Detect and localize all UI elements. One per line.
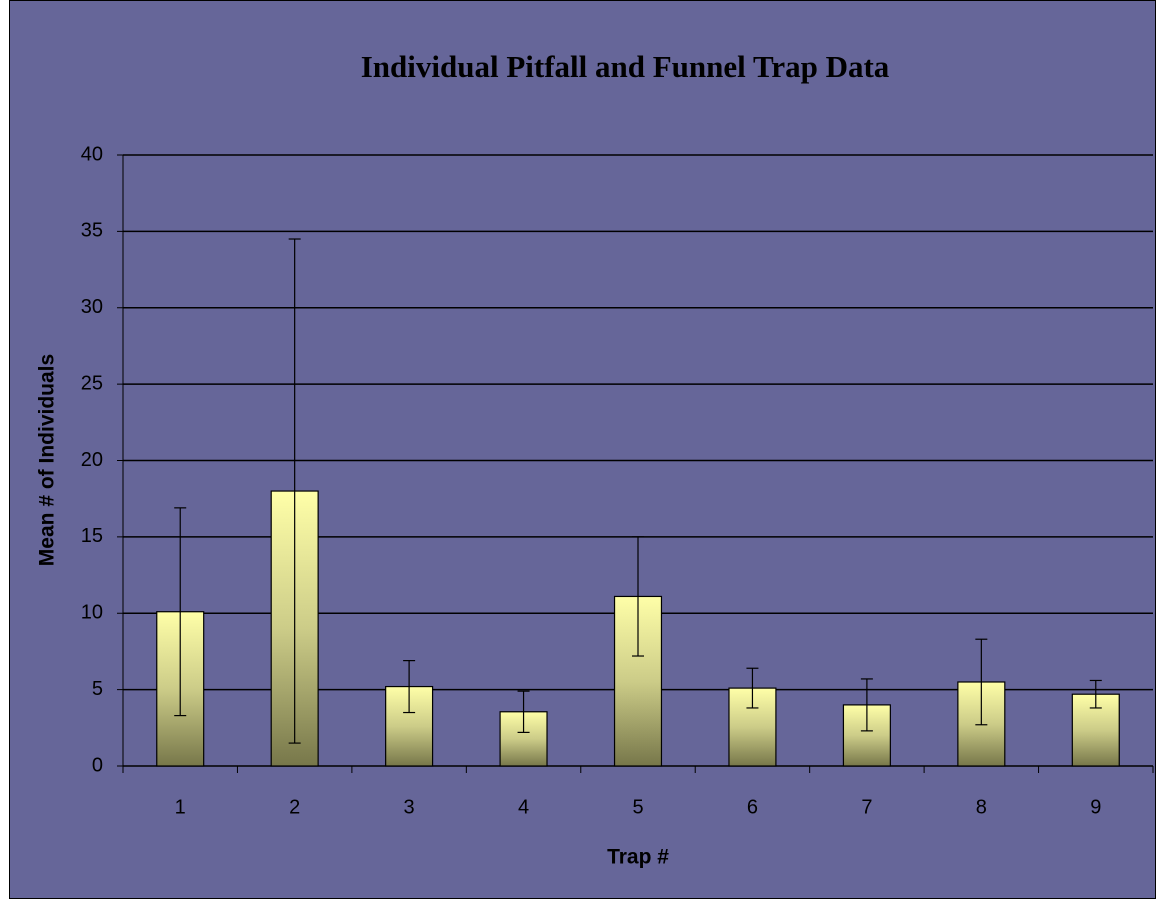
x-axis-label: Trap # (607, 846, 669, 869)
x-tick-label: 4 (518, 796, 529, 818)
y-tick-label: 40 (81, 143, 103, 165)
y-tick-label: 0 (92, 754, 103, 776)
y-axis-label: Mean # of Individuals (36, 354, 59, 566)
x-tick-label: 7 (861, 796, 872, 818)
x-tick-label: 5 (632, 796, 643, 818)
x-tick-label: 1 (175, 796, 186, 818)
x-tick-label: 3 (404, 796, 415, 818)
y-tick-label: 35 (81, 220, 103, 242)
x-tick-label: 2 (289, 796, 300, 818)
y-tick-label: 30 (81, 296, 103, 318)
chart-title: Individual Pitfall and Funnel Trap Data (361, 49, 890, 84)
y-tick-label: 5 (92, 678, 103, 700)
x-tick-label: 6 (747, 796, 758, 818)
y-tick-label: 25 (81, 372, 103, 394)
y-tick-label: 15 (81, 525, 103, 547)
x-tick-label: 9 (1090, 796, 1101, 818)
plot-area: 0 5 10 15 20 25 30 35 40 1 2 3 4 5 6 7 8 9 (81, 143, 1154, 818)
y-tick-label: 20 (81, 449, 103, 471)
y-tick-label: 10 (81, 602, 103, 624)
x-tick-label: 8 (976, 796, 987, 818)
